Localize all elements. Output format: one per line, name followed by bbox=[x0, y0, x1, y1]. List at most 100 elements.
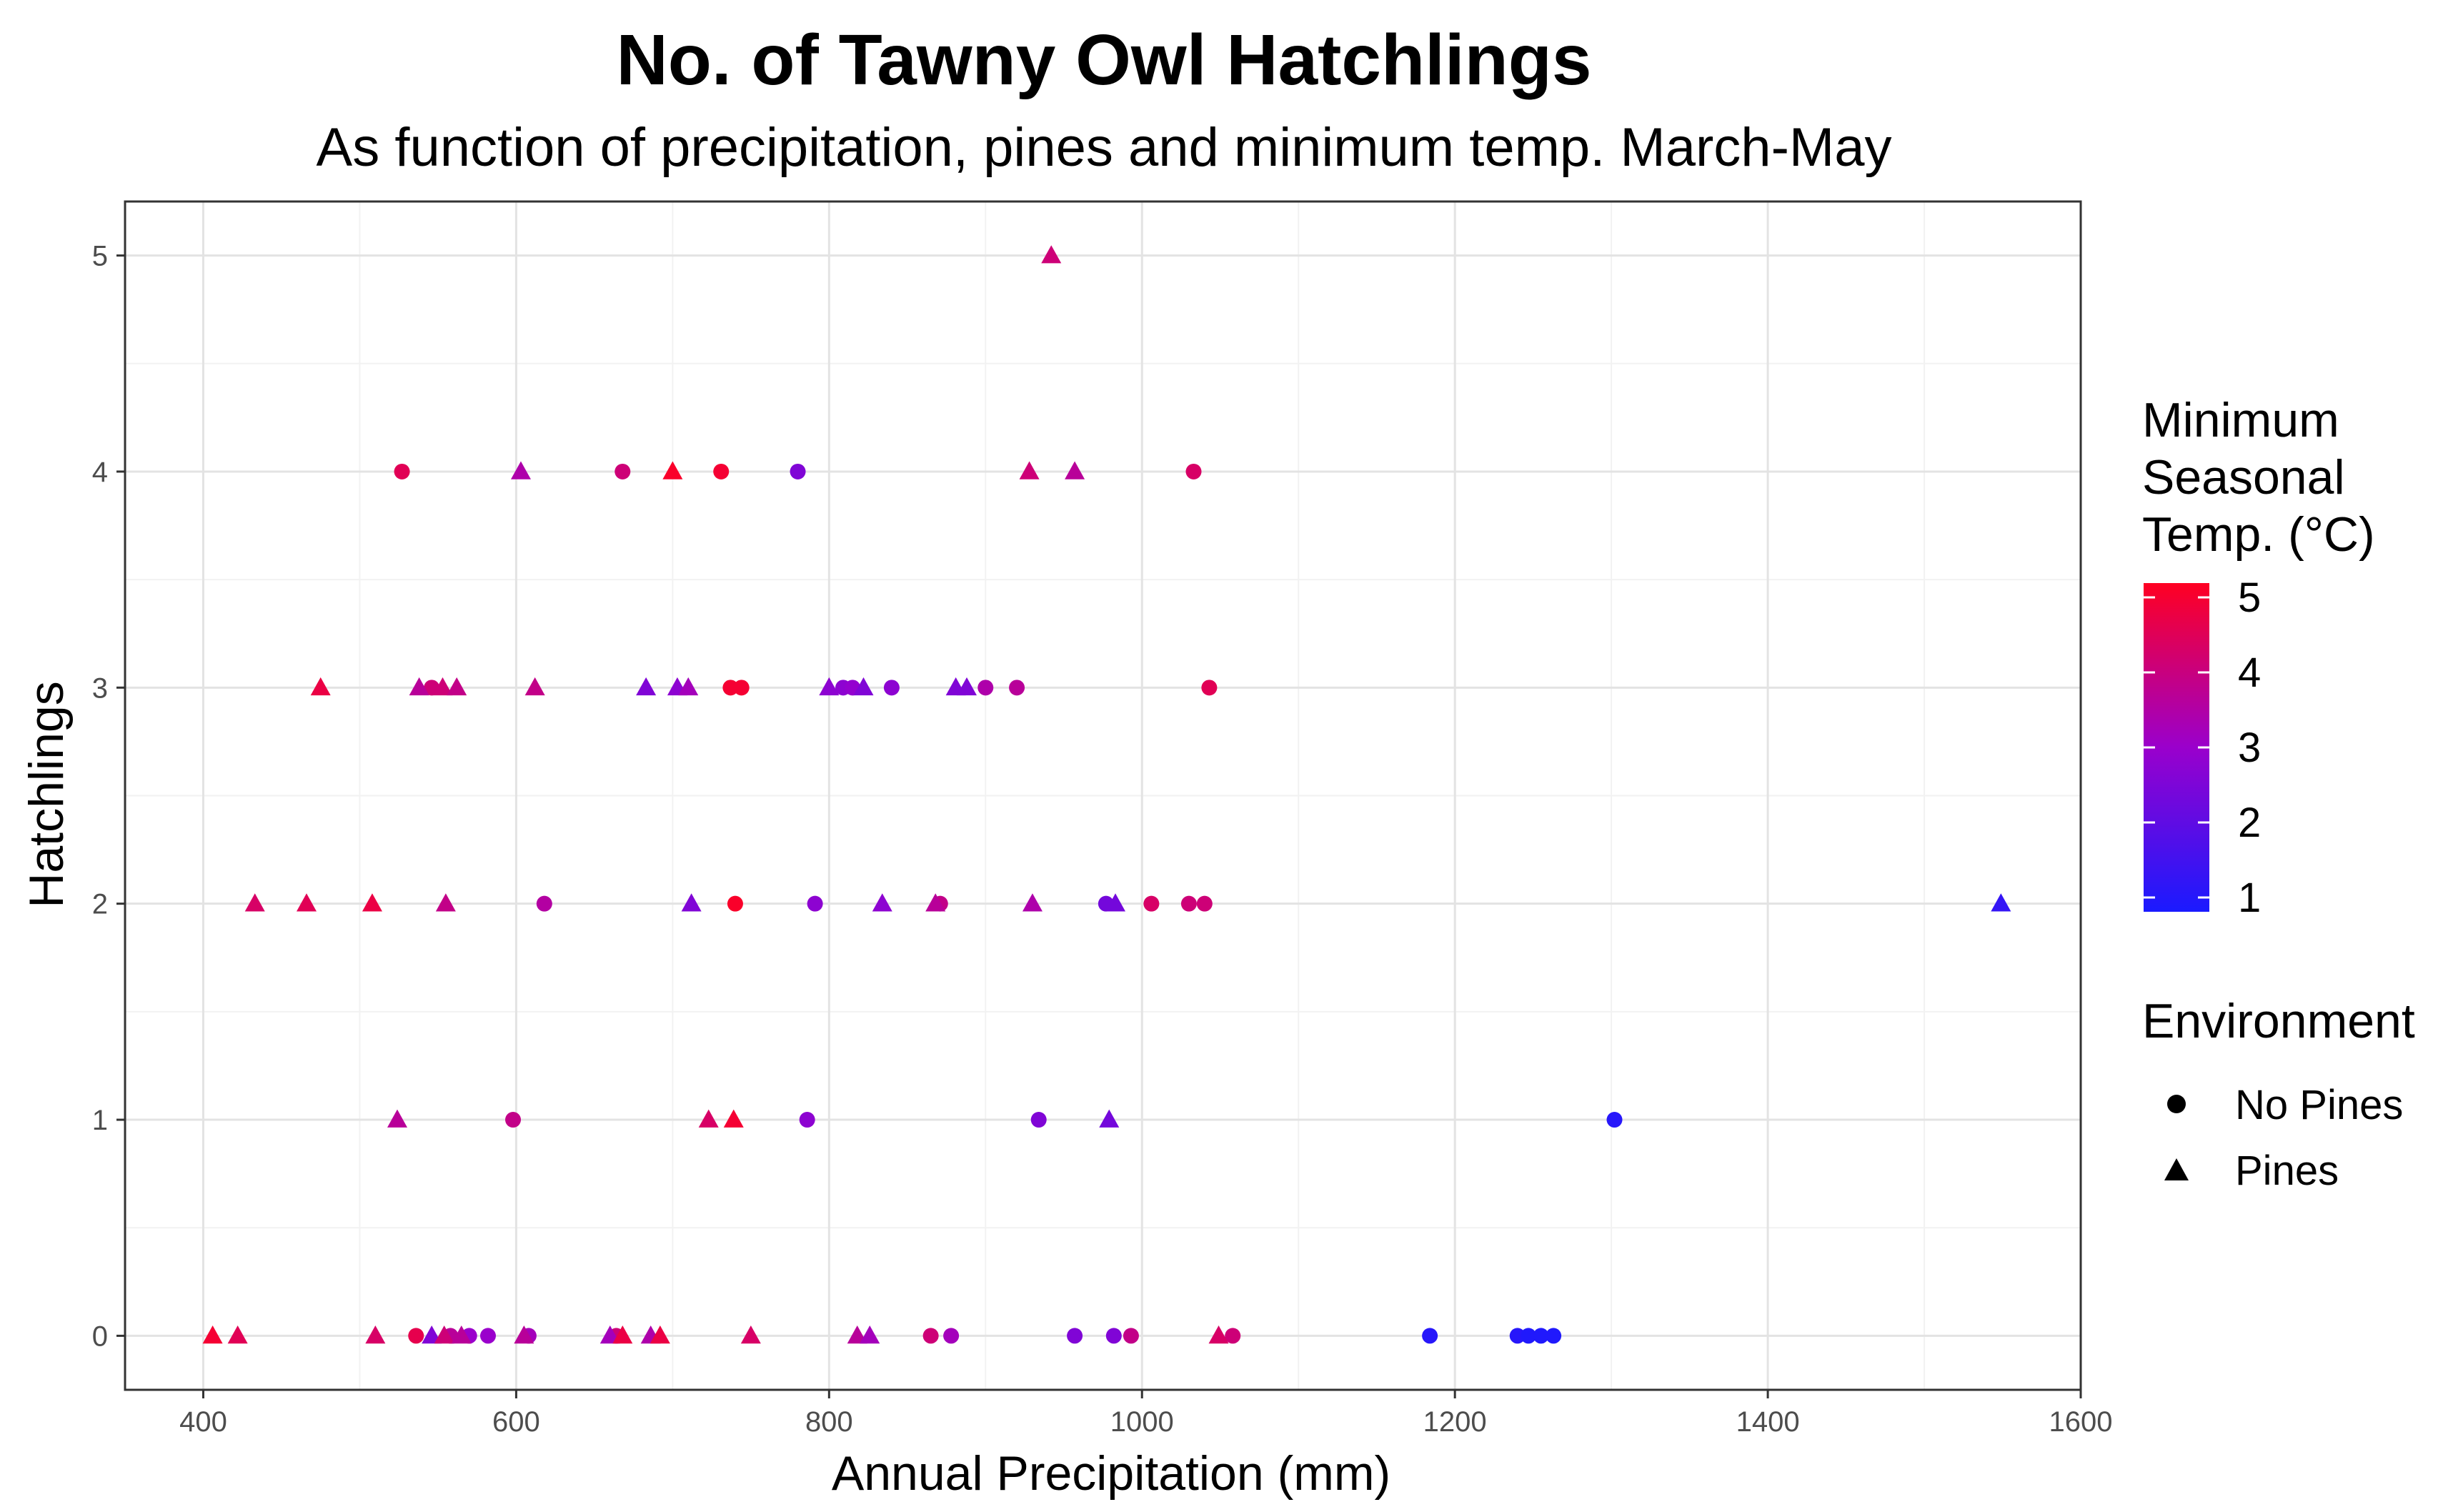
no-pines-point bbox=[1123, 1328, 1139, 1344]
pines-point bbox=[599, 1326, 620, 1344]
x-tick-label: 800 bbox=[805, 1406, 853, 1438]
no-pines-point bbox=[883, 680, 900, 696]
no-pines-point bbox=[1606, 1112, 1623, 1128]
pines-point bbox=[853, 677, 874, 696]
pines-point bbox=[1105, 893, 1126, 912]
x-tick-label: 1600 bbox=[2049, 1406, 2113, 1438]
pines-point bbox=[227, 1326, 248, 1344]
pines-point bbox=[202, 1326, 223, 1344]
legend-triangle-icon bbox=[2164, 1158, 2189, 1180]
color-legend-title-line-2: Seasonal bbox=[2142, 450, 2345, 504]
x-tick-label: 1000 bbox=[1110, 1406, 1174, 1438]
y-tick-label: 5 bbox=[92, 241, 108, 272]
no-pines-point bbox=[1185, 463, 1202, 479]
pines-point bbox=[310, 677, 331, 696]
color-bar-tick-label: 2 bbox=[2238, 800, 2261, 846]
x-tick-label: 400 bbox=[179, 1406, 227, 1438]
pines-point bbox=[447, 677, 467, 696]
pines-point bbox=[860, 1326, 880, 1344]
pines-point bbox=[872, 893, 892, 912]
no-pines-point bbox=[394, 463, 410, 479]
pines-point bbox=[678, 677, 699, 696]
color-bar-tick-label: 5 bbox=[2238, 575, 2261, 621]
axis-ticks: 400 600 800 1000 1200 1400 1600 0 1 2 3 4 5 bbox=[92, 241, 2113, 1438]
no-pines-point bbox=[1521, 1328, 1537, 1344]
pines-point bbox=[1208, 1326, 1229, 1344]
no-pines-point bbox=[408, 1328, 424, 1344]
no-pines-point bbox=[807, 895, 823, 912]
pines-point bbox=[662, 461, 683, 479]
pines-point bbox=[1019, 461, 1040, 479]
no-pines-point bbox=[1509, 1328, 1526, 1344]
pines-point bbox=[723, 1109, 744, 1128]
color-legend-title-line-1: Minimum bbox=[2142, 393, 2339, 447]
no-pines-point bbox=[790, 463, 806, 479]
pines-point bbox=[510, 461, 531, 479]
pines-point bbox=[432, 677, 453, 696]
chart-subtitle: As function of precipitation, pines and … bbox=[317, 117, 1892, 178]
no-pines-point bbox=[922, 1328, 939, 1344]
no-pines-point bbox=[479, 1328, 496, 1344]
y-tick-label: 3 bbox=[92, 672, 108, 704]
pines-point bbox=[1065, 461, 1085, 479]
pines-point bbox=[514, 1326, 534, 1344]
x-tick-label: 600 bbox=[492, 1406, 540, 1438]
legend-label-no-pines: No Pines bbox=[2235, 1082, 2403, 1128]
pines-point bbox=[847, 1326, 867, 1344]
pines-point bbox=[925, 893, 946, 912]
shape-legend-title: Environment bbox=[2142, 994, 2415, 1048]
legend-circle-icon bbox=[2167, 1095, 2186, 1113]
pines-point bbox=[740, 1326, 761, 1344]
pines-point bbox=[698, 1109, 719, 1128]
pines-point bbox=[1041, 245, 1062, 264]
no-pines-point bbox=[1030, 1112, 1047, 1128]
pines-point bbox=[612, 1326, 633, 1344]
pines-point bbox=[365, 1326, 386, 1344]
no-pines-point bbox=[727, 895, 743, 912]
pines-point bbox=[244, 893, 265, 912]
color-legend: Minimum Seasonal Temp. (°C) 1 2 3 4 5 bbox=[2142, 393, 2375, 921]
no-pines-point bbox=[505, 1112, 522, 1128]
pines-point bbox=[296, 893, 317, 912]
color-legend-title-line-3: Temp. (°C) bbox=[2142, 507, 2375, 562]
no-pines-point bbox=[733, 680, 750, 696]
pines-point bbox=[636, 677, 657, 696]
pines-point bbox=[819, 677, 840, 696]
x-tick-label: 1200 bbox=[1423, 1406, 1487, 1438]
pines-point bbox=[524, 677, 545, 696]
pines-point bbox=[387, 1109, 407, 1128]
y-tick-label: 2 bbox=[92, 889, 108, 920]
no-pines-point bbox=[1201, 680, 1218, 696]
no-pines-point bbox=[1546, 1328, 1562, 1344]
no-pines-point bbox=[1105, 1328, 1122, 1344]
pines-point bbox=[435, 893, 456, 912]
y-tick-label: 1 bbox=[92, 1105, 108, 1136]
shape-legend: Environment No Pines Pines bbox=[2142, 994, 2415, 1194]
pines-point bbox=[451, 1326, 472, 1344]
no-pines-point bbox=[1196, 895, 1213, 912]
y-axis-title: Hatchlings bbox=[19, 681, 74, 908]
pines-point bbox=[681, 893, 702, 912]
x-tick-label: 1400 bbox=[1736, 1406, 1800, 1438]
pines-point bbox=[434, 1326, 454, 1344]
no-pines-point bbox=[1422, 1328, 1438, 1344]
pines-point bbox=[422, 1326, 442, 1344]
no-pines-point bbox=[977, 680, 994, 696]
pines-point bbox=[1022, 893, 1043, 912]
no-pines-point bbox=[1533, 1328, 1549, 1344]
pines-point bbox=[1991, 893, 2011, 912]
pines-point bbox=[650, 1326, 670, 1344]
no-pines-point bbox=[1225, 1328, 1241, 1344]
no-pines-point bbox=[1180, 895, 1197, 912]
no-pines-point bbox=[943, 1328, 960, 1344]
plot-panel-border bbox=[124, 200, 2082, 1391]
y-tick-label: 0 bbox=[92, 1320, 108, 1352]
color-bar-tick-label: 3 bbox=[2238, 725, 2261, 771]
no-pines-point bbox=[1067, 1328, 1083, 1344]
no-pines-point bbox=[1143, 895, 1160, 912]
pines-point bbox=[1099, 1109, 1120, 1128]
pines-point bbox=[362, 893, 382, 912]
no-pines-point bbox=[614, 463, 631, 479]
